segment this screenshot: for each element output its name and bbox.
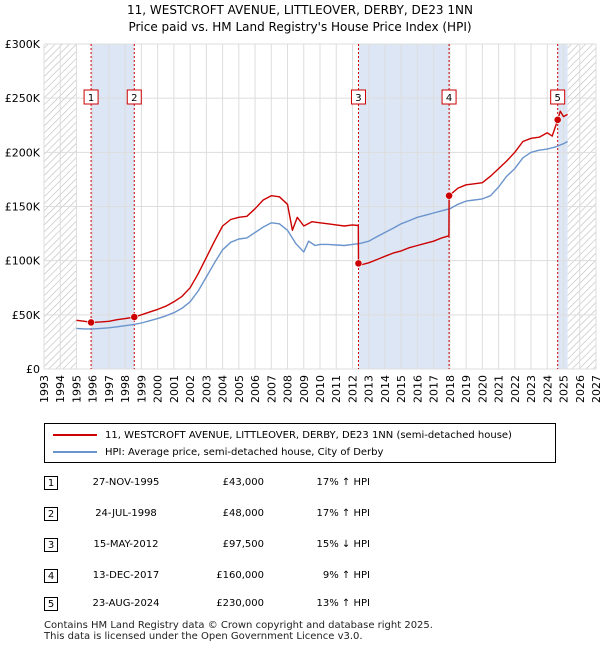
x-tick-label: 2018	[444, 375, 457, 403]
x-tick-label: 2026	[574, 375, 587, 403]
legend: 11, WESTCROFT AVENUE, LITTLEOVER, DERBY,…	[44, 423, 556, 463]
sale-point	[553, 115, 562, 124]
x-tick-label: 1993	[38, 375, 51, 403]
transaction-hpi: 9% ↑ HPI	[322, 570, 370, 581]
transaction-marker-box	[126, 89, 142, 105]
x-tick-label: 2003	[200, 375, 213, 403]
legend-swatch-property	[53, 434, 97, 436]
transaction-price: £230,000	[216, 598, 264, 609]
x-tick-label: 1999	[135, 375, 148, 403]
chart-title-line2: Price paid vs. HM Land Registry's House …	[128, 20, 472, 34]
footer-attribution: Contains HM Land Registry data © Crown c…	[44, 620, 433, 642]
x-tick-label: 2013	[363, 375, 376, 403]
x-tick-label: 2025	[558, 375, 571, 403]
x-tick-label: 2014	[379, 375, 392, 403]
sale-point	[87, 318, 95, 327]
x-tick-label: 2022	[509, 375, 522, 403]
transaction-date: 27-NOV-1995	[92, 477, 160, 488]
x-tick-label: 2010	[314, 375, 327, 403]
transaction-hpi: 17% ↑ HPI	[316, 477, 370, 488]
transaction-marker-label: 3	[355, 93, 361, 104]
x-tick-label: 2019	[460, 375, 473, 403]
chart-title: 11, WESTCROFT AVENUE, LITTLEOVER, DERBY,…	[0, 2, 600, 36]
y-tick-label: £300K	[5, 38, 41, 51]
x-tick-label: 2006	[249, 375, 262, 403]
transaction-marker-box	[441, 89, 457, 105]
sale-point	[354, 259, 363, 268]
x-tick-label: 2023	[525, 375, 538, 403]
transaction-number: 2	[44, 507, 58, 521]
transaction-number: 1	[44, 476, 58, 490]
x-tick-label: 1995	[70, 375, 83, 403]
transaction-marker-box	[83, 89, 99, 105]
table-row: 5 23-AUG-2024 £230,000 13% ↑ HPI	[44, 597, 564, 615]
transaction-number: 5	[44, 597, 58, 611]
x-tick-label: 2016	[411, 375, 424, 403]
transaction-hpi: 13% ↑ HPI	[316, 598, 370, 609]
chart-title-line1: 11, WESTCROFT AVENUE, LITTLEOVER, DERBY,…	[127, 3, 473, 17]
transaction-hpi: 17% ↑ HPI	[316, 508, 370, 519]
x-tick-label: 2008	[282, 375, 295, 403]
x-tick-label: 2009	[298, 375, 311, 403]
transaction-price: £97,500	[222, 539, 264, 550]
transaction-number: 4	[44, 569, 58, 583]
transaction-date: 24-JUL-1998	[95, 508, 157, 519]
table-row: 1 27-NOV-1995 £43,000 17% ↑ HPI	[44, 476, 564, 494]
transaction-marker-label: 1	[88, 93, 94, 104]
footer-line2: This data is licensed under the Open Gov…	[44, 631, 363, 642]
footer-line1: Contains HM Land Registry data © Crown c…	[44, 620, 433, 631]
x-tick-label: 1996	[87, 375, 100, 403]
x-tick-label: 2011	[330, 375, 343, 403]
y-tick-label: £0	[26, 363, 40, 376]
transaction-marker-label: 4	[446, 93, 452, 104]
legend-swatch-hpi	[53, 451, 97, 453]
y-tick-label: £150K	[5, 201, 41, 214]
x-tick-label: 2002	[184, 375, 197, 403]
legend-item-hpi: HPI: Average price, semi-detached house,…	[53, 444, 383, 460]
x-tick-label: 1998	[119, 375, 132, 403]
hpi-line	[76, 140, 568, 330]
x-tick-label: 2027	[590, 375, 600, 403]
x-tick-label: 1994	[54, 375, 67, 403]
x-tick-label: 2021	[493, 375, 506, 403]
x-tick-label: 2024	[541, 375, 554, 403]
x-tick-label: 2005	[233, 375, 246, 403]
x-tick-label: 2001	[168, 375, 181, 403]
transaction-marker-label: 5	[554, 93, 560, 104]
y-tick-label: £250K	[5, 92, 41, 105]
transaction-price: £43,000	[222, 477, 264, 488]
transaction-marker-box	[350, 89, 366, 105]
x-tick-label: 2000	[152, 375, 165, 403]
x-tick-label: 2007	[265, 375, 278, 403]
transaction-hpi: 15% ↓ HPI	[316, 539, 370, 550]
transaction-date: 13-DEC-2017	[92, 570, 160, 581]
x-tick-label: 2020	[476, 375, 489, 403]
x-tick-label: 2017	[428, 375, 441, 403]
transaction-marker-label: 2	[131, 93, 137, 104]
table-row: 4 13-DEC-2017 £160,000 9% ↑ HPI	[44, 569, 564, 587]
y-tick-label: £200K	[5, 146, 41, 159]
y-tick-label: £100K	[5, 255, 41, 268]
legend-label-property: 11, WESTCROFT AVENUE, LITTLEOVER, DERBY,…	[105, 429, 512, 441]
transaction-date: 15-MAY-2012	[93, 539, 159, 550]
x-tick-label: 1997	[103, 375, 116, 403]
transaction-marker-box	[550, 89, 566, 105]
x-tick-label: 2012	[346, 375, 359, 403]
sale-point	[445, 191, 453, 200]
transaction-number: 3	[44, 538, 58, 552]
x-tick-label: 2015	[395, 375, 408, 403]
x-tick-label: 2004	[217, 375, 230, 403]
transaction-price: £48,000	[222, 508, 264, 519]
y-tick-label: £50K	[12, 309, 41, 322]
property-price-line	[76, 110, 568, 324]
transaction-date: 23-AUG-2024	[92, 598, 160, 609]
table-row: 3 15-MAY-2012 £97,500 15% ↓ HPI	[44, 538, 564, 556]
legend-label-hpi: HPI: Average price, semi-detached house,…	[105, 446, 384, 458]
sale-point	[130, 313, 139, 321]
transaction-price: £160,000	[216, 570, 264, 581]
table-row: 2 24-JUL-1998 £48,000 17% ↑ HPI	[44, 507, 564, 525]
legend-item-property: 11, WESTCROFT AVENUE, LITTLEOVER, DERBY,…	[53, 427, 512, 443]
